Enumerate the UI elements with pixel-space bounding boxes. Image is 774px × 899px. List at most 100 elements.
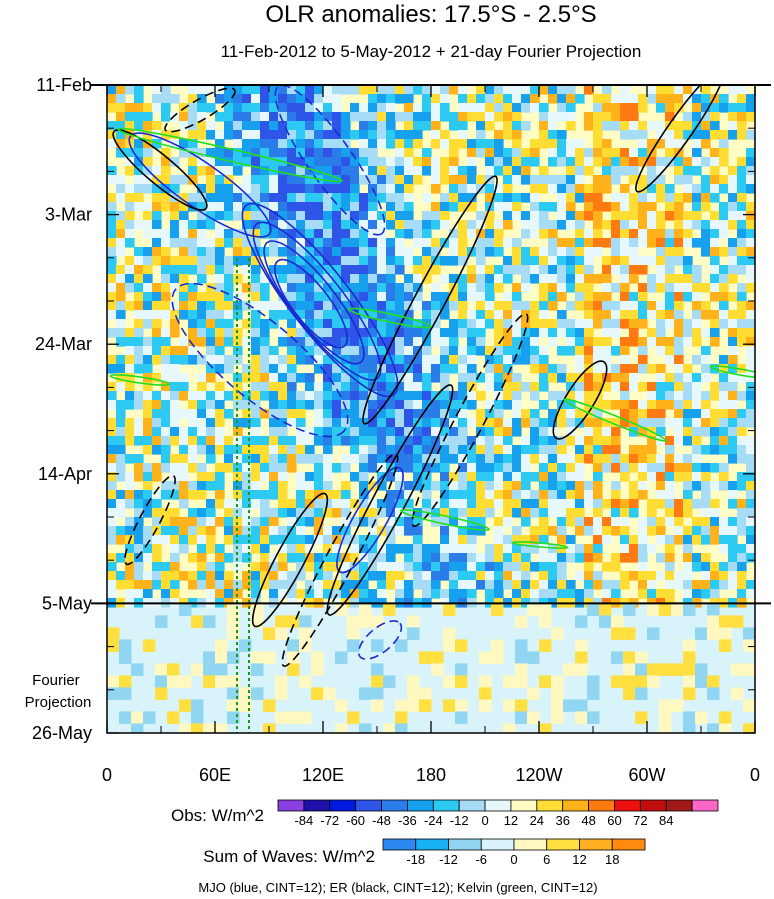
- field-cell: [377, 427, 387, 437]
- field-cell: [665, 490, 675, 500]
- field-cell: [413, 571, 423, 581]
- field-cell: [278, 193, 288, 203]
- field-cell: [305, 121, 315, 131]
- field-cell: [305, 445, 315, 455]
- field-cell: [710, 481, 720, 491]
- projection-cell: [707, 615, 720, 628]
- field-cell: [422, 409, 432, 419]
- fourier-projection-label: Fourier Projection: [25, 672, 92, 711]
- field-cell: [674, 229, 684, 239]
- field-cell: [692, 535, 702, 545]
- field-cell: [251, 445, 261, 455]
- field-cell: [575, 472, 585, 482]
- field-cell: [539, 454, 549, 464]
- field-cell: [494, 247, 504, 257]
- field-cell: [242, 463, 252, 473]
- field-cell: [557, 310, 567, 320]
- field-cell: [593, 418, 603, 428]
- field-cell: [197, 112, 207, 122]
- projection-cell: [299, 711, 312, 724]
- field-cell: [584, 526, 594, 536]
- field-cell: [296, 103, 306, 113]
- field-cell: [359, 202, 369, 212]
- field-cell: [170, 283, 180, 293]
- projection-cell: [575, 699, 588, 712]
- field-cell: [206, 472, 216, 482]
- field-cell: [476, 409, 486, 419]
- field-cell: [431, 481, 441, 491]
- field-cell: [521, 418, 531, 428]
- field-cell: [251, 229, 261, 239]
- field-cell: [719, 283, 729, 293]
- field-cell: [233, 157, 243, 167]
- field-cell: [746, 346, 755, 356]
- field-cell: [566, 472, 576, 482]
- field-cell: [440, 517, 450, 527]
- field-cell: [512, 256, 522, 266]
- field-cell: [377, 103, 387, 113]
- field-cell: [476, 283, 486, 293]
- field-cell: [683, 472, 693, 482]
- field-cell: [341, 175, 351, 185]
- field-cell: [386, 535, 396, 545]
- field-cell: [179, 193, 189, 203]
- field-cell: [296, 121, 306, 131]
- projection-cell: [551, 687, 564, 700]
- field-cell: [143, 265, 153, 275]
- field-cell: [548, 508, 558, 518]
- field-cell: [413, 364, 423, 374]
- field-cell: [179, 427, 189, 437]
- field-cell: [314, 580, 324, 590]
- field-cell: [152, 328, 162, 338]
- field-cell: [665, 265, 675, 275]
- field-cell: [557, 526, 567, 536]
- field-cell: [269, 85, 279, 95]
- field-cell: [116, 490, 126, 500]
- field-cell: [449, 328, 459, 338]
- field-cell: [503, 535, 513, 545]
- field-cell: [719, 319, 729, 329]
- field-cell: [152, 130, 162, 140]
- field-cell: [566, 418, 576, 428]
- field-cell: [170, 346, 180, 356]
- field-cell: [413, 553, 423, 563]
- field-cell: [350, 337, 360, 347]
- field-cell: [719, 184, 729, 194]
- field-cell: [278, 184, 288, 194]
- field-cell: [548, 472, 558, 482]
- field-cell: [512, 463, 522, 473]
- field-cell: [134, 391, 144, 401]
- field-cell: [593, 355, 603, 365]
- field-cell: [440, 490, 450, 500]
- field-cell: [296, 562, 306, 572]
- field-cell: [737, 85, 747, 95]
- field-cell: [233, 391, 243, 401]
- field-cell: [710, 220, 720, 230]
- field-cell: [683, 589, 693, 599]
- field-cell: [287, 292, 297, 302]
- field-cell: [674, 175, 684, 185]
- field-cell: [647, 463, 657, 473]
- field-cell: [494, 319, 504, 329]
- field-cell: [575, 490, 585, 500]
- field-cell: [611, 418, 621, 428]
- field-cell: [161, 274, 171, 284]
- field-cell: [746, 274, 755, 284]
- er-contour: [251, 492, 329, 628]
- field-cell: [305, 148, 315, 158]
- field-cell: [179, 409, 189, 419]
- field-cell: [665, 391, 675, 401]
- field-cell: [674, 157, 684, 167]
- field-cell: [188, 409, 198, 419]
- field-cell: [620, 310, 630, 320]
- field-cell: [665, 571, 675, 581]
- field-cell: [611, 589, 621, 599]
- field-cell: [188, 553, 198, 563]
- field-cell: [305, 553, 315, 563]
- field-cell: [683, 265, 693, 275]
- field-cell: [467, 139, 477, 149]
- field-cell: [296, 481, 306, 491]
- field-cell: [503, 265, 513, 275]
- field-cell: [521, 166, 531, 176]
- field-cell: [638, 589, 648, 599]
